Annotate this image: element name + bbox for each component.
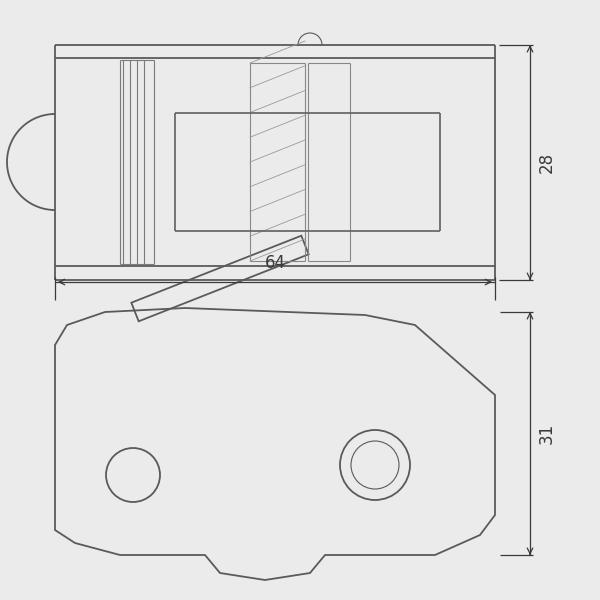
- Text: 28: 28: [538, 152, 556, 173]
- Text: 31: 31: [538, 423, 556, 444]
- Text: 64: 64: [265, 254, 286, 272]
